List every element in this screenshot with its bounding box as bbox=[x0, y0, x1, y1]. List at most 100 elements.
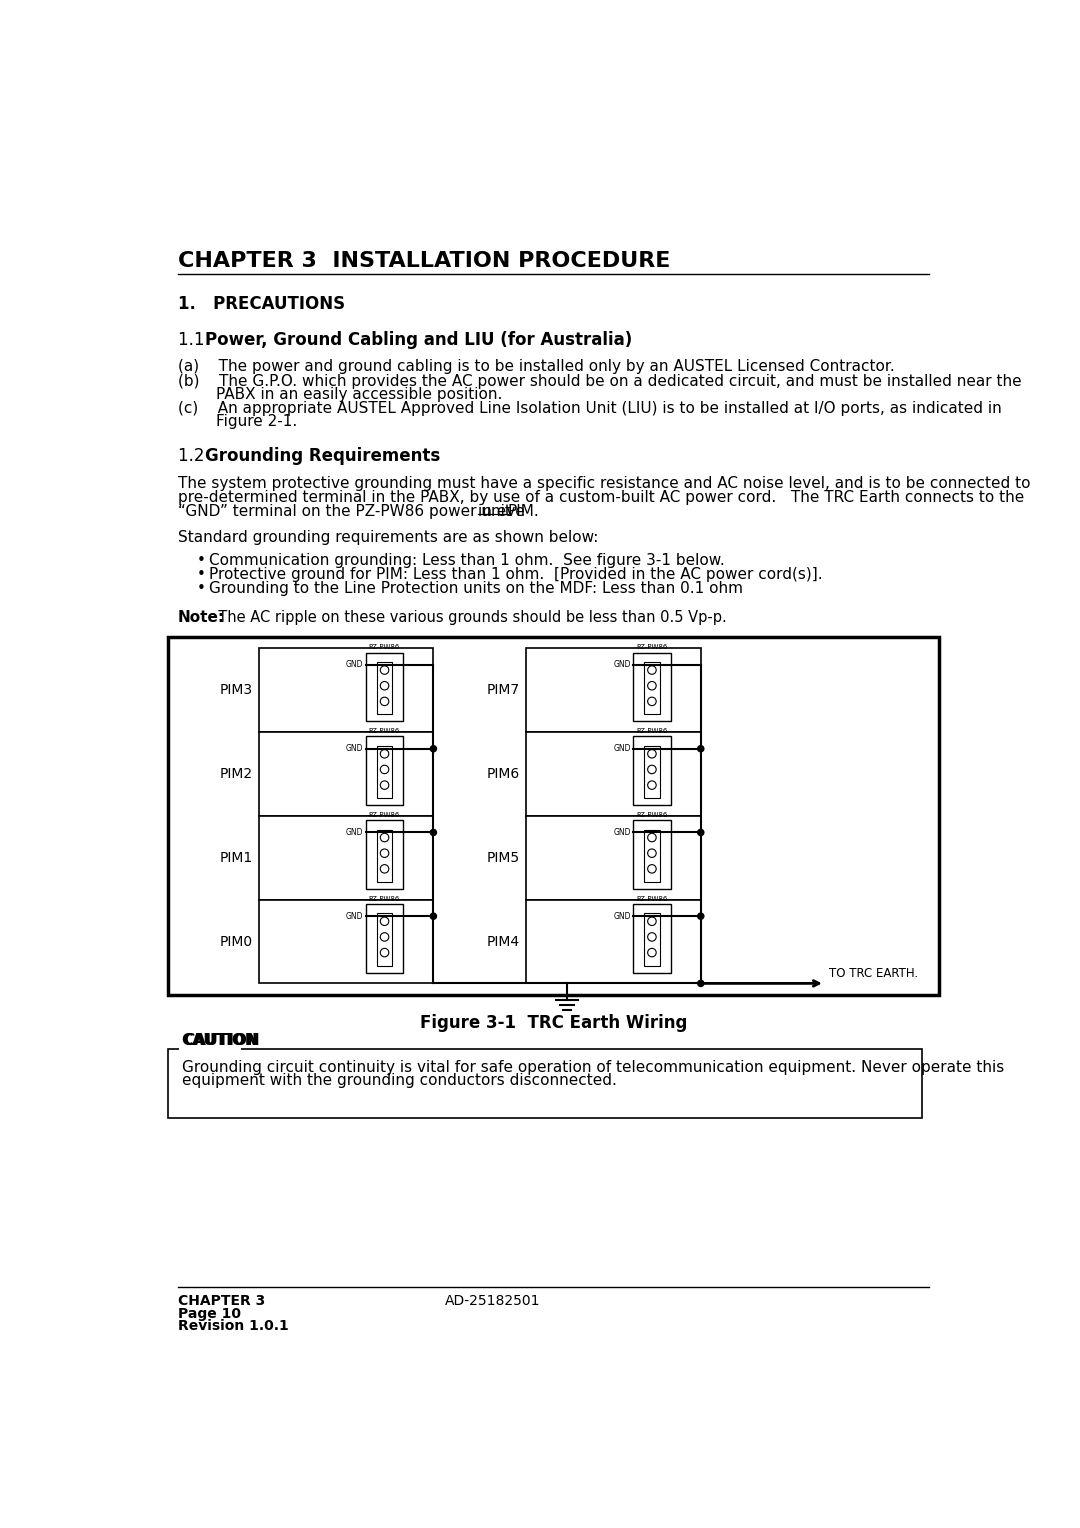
Circle shape bbox=[648, 917, 657, 926]
Circle shape bbox=[698, 746, 704, 752]
Text: The AC ripple on these various grounds should be less than 0.5 Vp-p.: The AC ripple on these various grounds s… bbox=[208, 610, 727, 625]
Bar bbox=[259, 816, 433, 900]
Bar bbox=[366, 652, 403, 721]
Circle shape bbox=[380, 697, 389, 706]
Bar bbox=[633, 905, 671, 972]
Bar bbox=[377, 830, 392, 882]
Text: Revision 1.0.1: Revision 1.0.1 bbox=[177, 1319, 288, 1332]
Text: equipment with the grounding conductors disconnected.: equipment with the grounding conductors … bbox=[181, 1074, 617, 1088]
Bar bbox=[644, 746, 660, 798]
Text: PIM4: PIM4 bbox=[487, 935, 521, 949]
Text: 1.   PRECAUTIONS: 1. PRECAUTIONS bbox=[177, 295, 345, 313]
Text: 1.2: 1.2 bbox=[177, 446, 215, 465]
Bar bbox=[633, 652, 671, 721]
Circle shape bbox=[430, 830, 436, 836]
Circle shape bbox=[648, 932, 657, 941]
Text: PZ-PW86: PZ-PW86 bbox=[636, 727, 667, 733]
Text: Note:: Note: bbox=[177, 610, 225, 625]
Bar bbox=[366, 905, 403, 972]
Text: PABX in an easily accessible position.: PABX in an easily accessible position. bbox=[216, 387, 503, 402]
Bar bbox=[366, 736, 403, 805]
Text: Figure 2-1.: Figure 2-1. bbox=[216, 414, 298, 428]
Text: PIM1: PIM1 bbox=[219, 851, 253, 865]
Text: Protective ground for PIM: Less than 1 ohm.  [Provided in the AC power cord(s)].: Protective ground for PIM: Less than 1 o… bbox=[208, 567, 822, 582]
Circle shape bbox=[698, 830, 704, 836]
Text: PZ-PW86: PZ-PW86 bbox=[636, 811, 667, 817]
Circle shape bbox=[648, 949, 657, 957]
Text: PIM5: PIM5 bbox=[487, 851, 521, 865]
Circle shape bbox=[648, 865, 657, 872]
Text: •: • bbox=[197, 553, 206, 568]
Bar bbox=[259, 900, 433, 984]
Circle shape bbox=[648, 833, 657, 842]
Circle shape bbox=[380, 750, 389, 758]
Bar bbox=[167, 1048, 921, 1118]
Circle shape bbox=[380, 766, 389, 773]
Text: GND: GND bbox=[346, 744, 364, 753]
Circle shape bbox=[380, 681, 389, 691]
Text: PZ-PW86: PZ-PW86 bbox=[636, 645, 667, 651]
Text: “GND” terminal on the PZ-PW86 power unit: “GND” terminal on the PZ-PW86 power unit bbox=[177, 504, 515, 518]
Circle shape bbox=[648, 781, 657, 790]
Text: GND: GND bbox=[613, 744, 631, 753]
Text: Grounding Requirements: Grounding Requirements bbox=[205, 446, 440, 465]
Bar bbox=[633, 821, 671, 889]
Text: CAUTION: CAUTION bbox=[181, 1033, 258, 1048]
Circle shape bbox=[380, 781, 389, 790]
Text: (c)    An appropriate AUSTEL Approved Line Isolation Unit (LIU) is to be install: (c) An appropriate AUSTEL Approved Line … bbox=[177, 400, 1001, 416]
Circle shape bbox=[380, 932, 389, 941]
Circle shape bbox=[380, 949, 389, 957]
Circle shape bbox=[430, 746, 436, 752]
Text: Figure 3-1  TRC Earth Wiring: Figure 3-1 TRC Earth Wiring bbox=[420, 1015, 687, 1033]
Text: CAUTION: CAUTION bbox=[183, 1033, 259, 1048]
Circle shape bbox=[698, 914, 704, 920]
Text: Page 10: Page 10 bbox=[177, 1306, 241, 1320]
Bar bbox=[377, 914, 392, 966]
Text: TO TRC EARTH.: TO TRC EARTH. bbox=[828, 967, 918, 979]
Text: •: • bbox=[197, 567, 206, 582]
Bar bbox=[644, 662, 660, 715]
Circle shape bbox=[648, 750, 657, 758]
Text: CHAPTER 3: CHAPTER 3 bbox=[177, 1294, 265, 1308]
Bar bbox=[526, 648, 701, 732]
Text: pre-determined terminal in the PABX, by use of a custom-built AC power cord.   T: pre-determined terminal in the PABX, by … bbox=[177, 490, 1024, 504]
Text: GND: GND bbox=[613, 912, 631, 921]
Text: 1.1: 1.1 bbox=[177, 332, 215, 350]
Text: PIM0: PIM0 bbox=[219, 935, 253, 949]
Text: GND: GND bbox=[346, 828, 364, 837]
Text: in eve: in eve bbox=[478, 504, 525, 518]
Text: PZ-PW86: PZ-PW86 bbox=[636, 895, 667, 902]
Bar bbox=[377, 746, 392, 798]
Bar bbox=[644, 914, 660, 966]
Circle shape bbox=[648, 681, 657, 691]
Circle shape bbox=[430, 914, 436, 920]
Text: The system protective grounding must have a specific resistance and AC noise lev: The system protective grounding must hav… bbox=[177, 475, 1030, 490]
Text: GND: GND bbox=[346, 660, 364, 669]
Bar bbox=[167, 637, 940, 995]
Circle shape bbox=[380, 917, 389, 926]
Text: Communication grounding: Less than 1 ohm.  See figure 3-1 below.: Communication grounding: Less than 1 ohm… bbox=[208, 553, 725, 568]
Text: Standard grounding requirements are as shown below:: Standard grounding requirements are as s… bbox=[177, 530, 598, 545]
Circle shape bbox=[648, 850, 657, 857]
Bar bbox=[259, 732, 433, 816]
Text: PZ-PW86: PZ-PW86 bbox=[369, 727, 401, 733]
Text: PIM6: PIM6 bbox=[487, 767, 521, 781]
Text: PZ-PW86: PZ-PW86 bbox=[369, 645, 401, 651]
Text: PZ-PW86: PZ-PW86 bbox=[369, 895, 401, 902]
Circle shape bbox=[648, 766, 657, 773]
Bar bbox=[644, 830, 660, 882]
Text: GND: GND bbox=[613, 660, 631, 669]
Circle shape bbox=[380, 865, 389, 872]
Text: PIM3: PIM3 bbox=[219, 683, 253, 697]
Circle shape bbox=[380, 666, 389, 674]
Text: PIM2: PIM2 bbox=[219, 767, 253, 781]
Text: GND: GND bbox=[613, 828, 631, 837]
Bar bbox=[259, 648, 433, 732]
Circle shape bbox=[648, 697, 657, 706]
Text: (b)    The G.P.O. which provides the AC power should be on a dedicated circuit, : (b) The G.P.O. which provides the AC pow… bbox=[177, 373, 1022, 388]
Bar bbox=[179, 1042, 241, 1050]
Bar bbox=[633, 736, 671, 805]
Text: CHAPTER 3  INSTALLATION PROCEDURE: CHAPTER 3 INSTALLATION PROCEDURE bbox=[177, 251, 670, 270]
Text: (a)    The power and ground cabling is to be installed only by an AUSTEL License: (a) The power and ground cabling is to b… bbox=[177, 359, 894, 374]
Bar bbox=[526, 900, 701, 984]
